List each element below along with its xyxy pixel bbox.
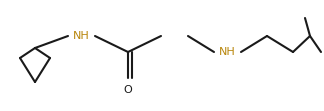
Text: NH: NH <box>73 31 89 41</box>
Text: NH: NH <box>219 47 235 57</box>
Text: O: O <box>124 85 133 95</box>
